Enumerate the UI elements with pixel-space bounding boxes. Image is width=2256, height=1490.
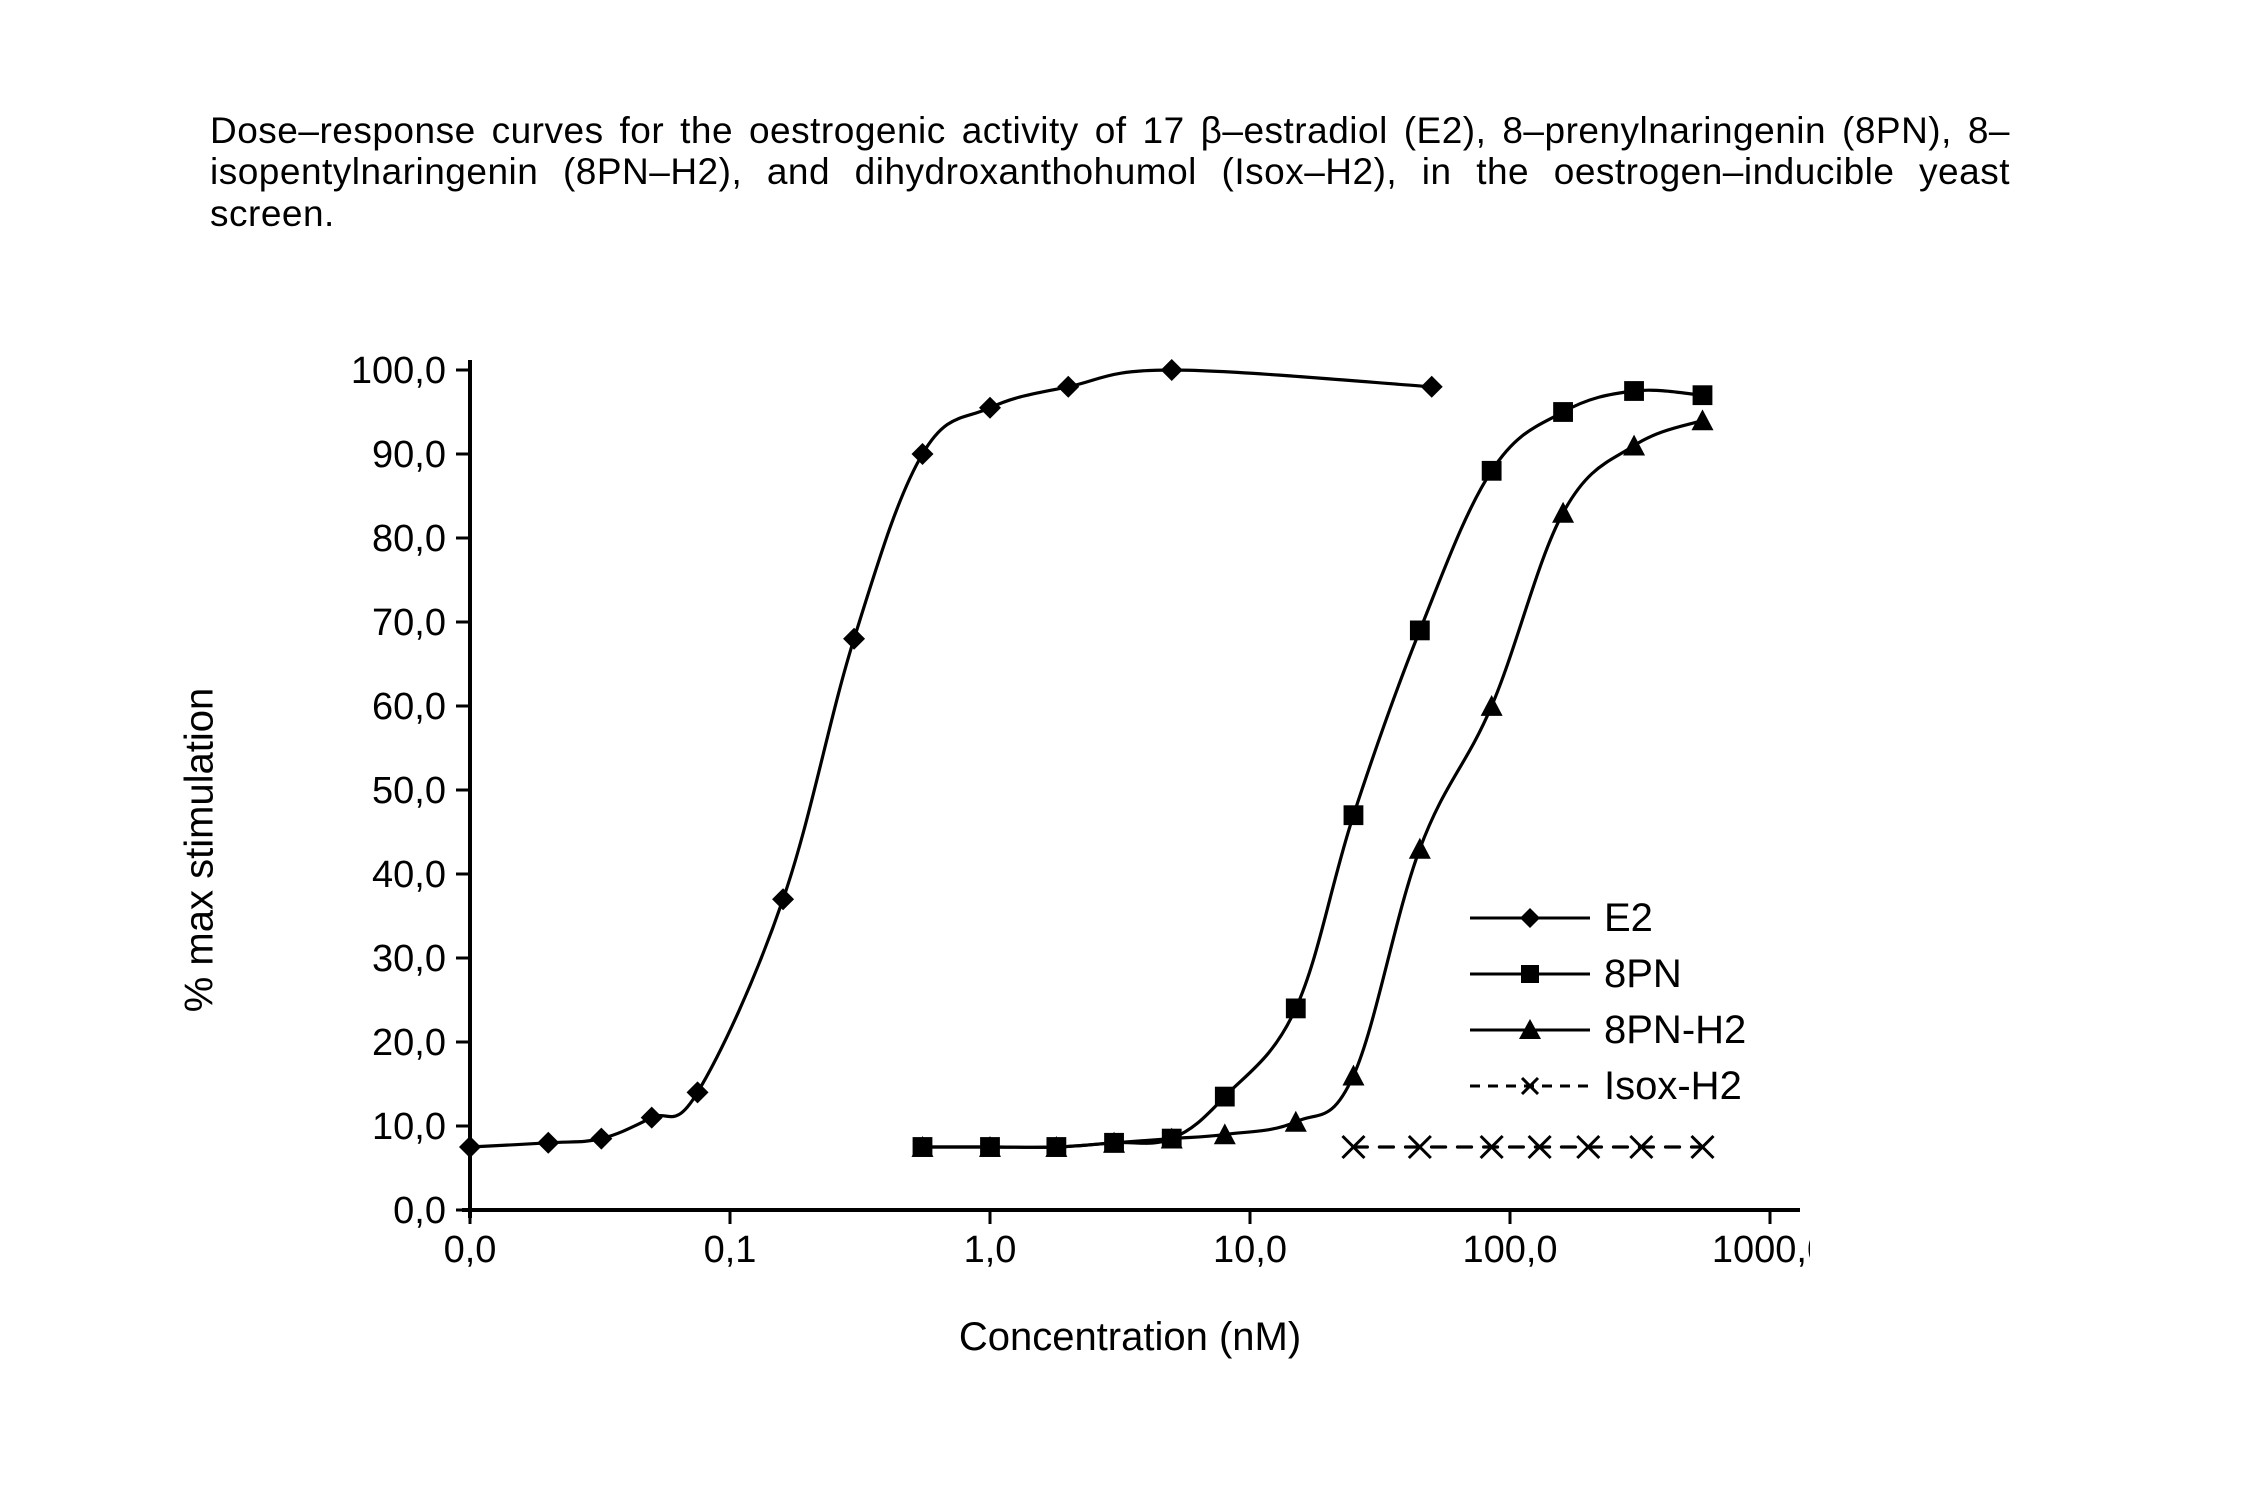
legend-label: E2 <box>1604 887 1653 949</box>
svg-text:1000,0: 1000,0 <box>1712 1229 1810 1271</box>
legend-item-8pn-h2: 8PN-H2 <box>1470 1002 1746 1058</box>
legend-label: 8PN <box>1604 943 1682 1005</box>
svg-text:50,0: 50,0 <box>372 770 446 812</box>
svg-text:0,1: 0,1 <box>704 1229 757 1271</box>
svg-text:100,0: 100,0 <box>1462 1229 1557 1271</box>
svg-text:60,0: 60,0 <box>372 686 446 728</box>
svg-text:0,0: 0,0 <box>444 1229 497 1271</box>
plot-area: 0,0 10,0 20,0 30,0 40,0 50,0 60,0 70,0 80,0 90,0 1… <box>310 350 1810 1310</box>
dose-response-chart: % max stimulation Concentration (nM) 0,0… <box>250 350 2010 1360</box>
legend-item-isox-h2: Isox-H2 <box>1470 1058 1746 1114</box>
svg-text:20,0: 20,0 <box>372 1022 446 1064</box>
svg-text:90,0: 90,0 <box>372 434 446 476</box>
legend-item-8pn: 8PN <box>1470 946 1746 1002</box>
svg-text:30,0: 30,0 <box>372 938 446 980</box>
svg-text:80,0: 80,0 <box>372 518 446 560</box>
y-axis-label: % max stimulation <box>178 688 223 1013</box>
svg-text:10,0: 10,0 <box>372 1106 446 1148</box>
legend-label: Isox-H2 <box>1604 1055 1742 1117</box>
svg-text:70,0: 70,0 <box>372 602 446 644</box>
svg-text:40,0: 40,0 <box>372 854 446 896</box>
x-axis-label: Concentration (nM) <box>959 1315 1301 1360</box>
figure-caption: Dose–response curves for the oestrogenic… <box>210 110 2010 234</box>
svg-text:100,0: 100,0 <box>351 350 446 392</box>
svg-text:10,0: 10,0 <box>1213 1229 1287 1271</box>
legend: E2 8PN 8PN-H2 Isox-H2 <box>1470 890 1746 1114</box>
svg-text:1,0: 1,0 <box>964 1229 1017 1271</box>
svg-text:0,0: 0,0 <box>393 1190 446 1232</box>
legend-item-e2: E2 <box>1470 890 1746 946</box>
legend-label: 8PN-H2 <box>1604 999 1746 1061</box>
